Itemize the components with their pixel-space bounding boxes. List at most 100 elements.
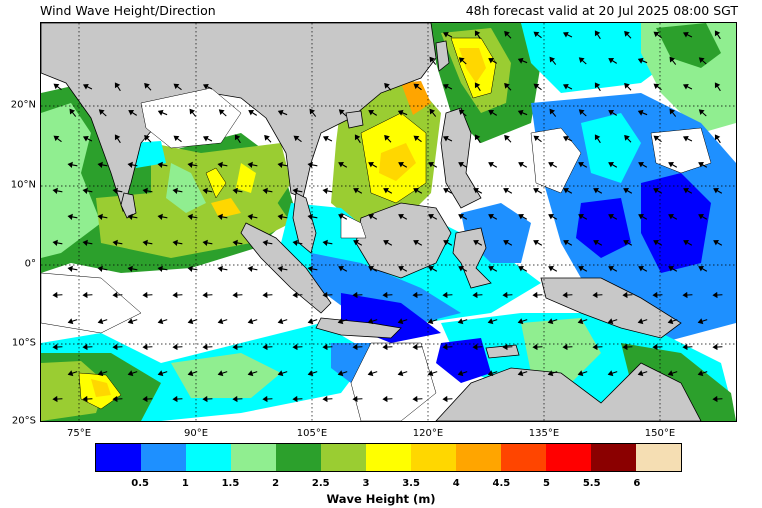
- direction-arrow-head: [548, 213, 554, 220]
- direction-arrow-head: [112, 291, 118, 299]
- direction-arrow-head: [594, 82, 601, 89]
- direction-arrow-head: [262, 343, 268, 351]
- direction-arrow-head: [638, 265, 644, 272]
- direction-arrow-head: [112, 187, 118, 194]
- direction-arrow-head: [698, 57, 705, 63]
- direction-arrow-head: [217, 318, 224, 325]
- direction-arrow-head: [97, 265, 103, 272]
- direction-arrow-head: [682, 291, 688, 299]
- direction-arrow-head: [353, 187, 359, 194]
- lon-label-90e: 90°E: [183, 428, 209, 439]
- direction-arrow-head: [503, 187, 509, 194]
- direction-arrow-head: [67, 265, 73, 272]
- direction-arrow-head: [547, 370, 554, 377]
- direction-arrow-head: [503, 239, 509, 246]
- direction-arrow-head: [384, 134, 390, 141]
- direction-arrow-head: [382, 395, 388, 403]
- direction-arrow-head: [682, 135, 689, 142]
- direction-arrow-head: [67, 370, 74, 377]
- direction-arrow-head: [637, 57, 644, 64]
- direction-arrow-head: [667, 370, 674, 377]
- direction-arrow-head: [608, 265, 614, 272]
- direction-arrow-head: [322, 395, 328, 403]
- direction-arrow-head: [383, 187, 389, 194]
- colorbar-segment: [231, 444, 276, 471]
- direction-arrow-head: [562, 343, 568, 351]
- direction-arrow-head: [353, 239, 359, 246]
- direction-arrow-head: [338, 265, 344, 272]
- colorbar-tick-label: 1: [181, 478, 189, 489]
- direction-arrow-head: [653, 31, 660, 38]
- direction-arrow-head: [442, 395, 448, 403]
- direction-arrow-head: [173, 83, 180, 90]
- direction-arrow-head: [217, 370, 224, 377]
- direction-arrow-head: [367, 318, 374, 325]
- direction-arrow-head: [712, 291, 718, 299]
- direction-arrow-head: [127, 318, 134, 325]
- direction-arrow-head: [382, 343, 388, 351]
- direction-arrow-head: [429, 108, 436, 115]
- direction-arrow-head: [142, 343, 148, 351]
- direction-arrow-head: [532, 291, 538, 299]
- direction-arrow-head: [638, 161, 644, 168]
- direction-arrow-head: [202, 135, 209, 142]
- direction-arrow-head: [413, 187, 419, 194]
- direction-arrow-head: [443, 187, 449, 194]
- colorbar-label: Wave Height (m): [326, 492, 436, 506]
- direction-arrow-head: [247, 213, 253, 220]
- direction-arrow-head: [187, 161, 193, 168]
- direction-arrow-head: [82, 395, 88, 403]
- direction-arrow-head: [458, 57, 465, 63]
- direction-arrow-head: [608, 58, 615, 64]
- lon-label-75e: 75°E: [66, 428, 92, 439]
- direction-arrow-head: [187, 213, 193, 220]
- direction-arrow-head: [292, 291, 298, 299]
- direction-arrow-head: [247, 370, 254, 377]
- direction-arrow-head: [52, 187, 58, 194]
- direction-arrow-head: [292, 187, 298, 194]
- direction-arrow-head: [488, 110, 495, 116]
- direction-arrow-head: [668, 265, 674, 272]
- direction-arrow-head: [594, 134, 601, 141]
- direction-arrow-head: [262, 187, 268, 194]
- direction-arrow-head: [157, 213, 163, 220]
- colorbar-segment: [456, 444, 501, 471]
- direction-arrow-head: [442, 83, 449, 90]
- direction-arrow-head: [474, 82, 481, 89]
- direction-arrow-head: [144, 82, 150, 89]
- direction-arrow-head: [322, 187, 328, 194]
- colorbar-tick-label: 2: [272, 478, 280, 489]
- colorbar-segment: [141, 444, 186, 471]
- direction-arrow-head: [714, 82, 721, 89]
- direction-arrow-head: [368, 161, 374, 168]
- direction-arrow-head: [67, 161, 73, 168]
- direction-arrow-head: [549, 56, 556, 63]
- colorbar-tick-label: 4.5: [492, 478, 511, 489]
- direction-arrow-head: [262, 239, 268, 246]
- direction-arrow-head: [562, 83, 569, 90]
- direction-arrow-head: [277, 265, 283, 272]
- direction-arrow-head: [322, 291, 328, 299]
- direction-arrow-head: [172, 187, 178, 194]
- direction-arrow-head: [142, 291, 148, 299]
- direction-arrow-head: [142, 239, 148, 246]
- direction-arrow-head: [384, 82, 390, 89]
- direction-arrow-head: [172, 239, 178, 246]
- direction-arrow-head: [698, 213, 704, 220]
- direction-arrow-head: [608, 213, 614, 220]
- forecast-valid-time: 48h forecast valid at 20 Jul 2025 08:00 …: [465, 3, 738, 18]
- direction-arrow-head: [442, 135, 449, 142]
- direction-arrow-head: [518, 213, 524, 220]
- wave-direction-arrows: [52, 30, 723, 403]
- direction-arrow-head: [127, 370, 134, 377]
- direction-arrow-head: [157, 161, 163, 168]
- direction-arrow-head: [683, 187, 689, 194]
- direction-arrow-head: [669, 108, 676, 115]
- direction-arrow-head: [264, 134, 270, 141]
- lat-label-10s: 10°S: [11, 337, 36, 349]
- direction-arrow-head: [713, 239, 719, 246]
- direction-arrow-head: [202, 239, 208, 246]
- direction-arrow-head: [189, 108, 196, 115]
- direction-arrow-head: [232, 395, 238, 403]
- direction-arrow-head: [652, 291, 658, 299]
